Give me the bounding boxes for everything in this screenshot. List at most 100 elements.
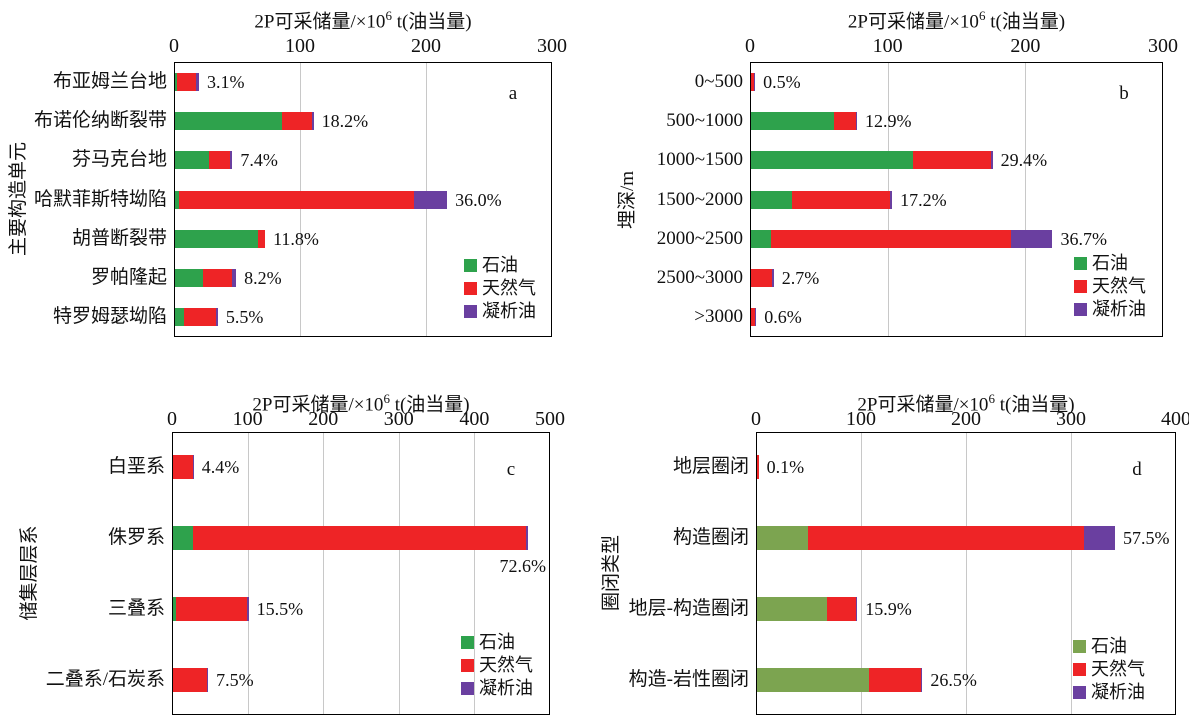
bar-row — [175, 151, 233, 170]
x-axis-title-exponent: 6 — [978, 8, 986, 23]
bar-segment-gas — [209, 151, 231, 170]
bar-segment-oil — [175, 72, 177, 91]
bar-segment-oil — [175, 229, 259, 248]
x-axis-title: 2P可采储量/×106 t(油当量) — [756, 387, 1176, 415]
percent-label: 5.5% — [225, 307, 264, 328]
bar-segment-oil — [175, 269, 203, 288]
bar-segment-oil — [175, 111, 283, 130]
category-label: >3000 — [694, 306, 743, 328]
x-axis-title-text: 2P可采储量/×10 — [847, 11, 979, 33]
percent-label: 2.7% — [781, 268, 820, 289]
percent-label: 0.1% — [766, 457, 805, 478]
bar-row — [175, 229, 266, 248]
legend-label-condensate: 凝析油 — [479, 678, 533, 698]
percent-label: 57.5% — [1123, 528, 1170, 549]
bar-segment-oil — [751, 151, 914, 170]
bar-segment-condensate — [855, 111, 857, 130]
plot-area-c — [172, 432, 550, 715]
legend-swatch-condensate — [464, 305, 477, 318]
category-label: 2500~3000 — [656, 267, 743, 289]
x-tick-label: 400 — [459, 408, 490, 430]
x-tick-label: 200 — [308, 408, 339, 430]
category-label: 二叠系/石炭系 — [45, 668, 165, 690]
legend-label-oil: 石油 — [479, 632, 515, 652]
bar-segment-condensate — [232, 269, 237, 288]
legend-label-gas: 天然气 — [1092, 276, 1146, 296]
bar-segment-oil — [751, 190, 793, 209]
legend-swatch-oil — [1074, 257, 1087, 270]
bar-row — [175, 308, 218, 327]
legend-swatch-condensate — [1074, 303, 1087, 316]
category-label: 构造圈闭 — [672, 527, 749, 549]
panel-letter: b — [1119, 83, 1129, 104]
legend-item-condensate: 凝析油 — [464, 302, 536, 320]
percent-label: 15.5% — [256, 598, 304, 619]
category-label: 特罗姆瑟坳陷 — [52, 306, 167, 328]
percent-label: 4.4% — [201, 457, 240, 478]
category-label: 布亚姆兰台地 — [52, 70, 167, 92]
gridline — [1025, 63, 1027, 336]
legend-item-oil: 石油 — [1074, 254, 1146, 272]
legend-label-gas: 天然气 — [479, 655, 533, 675]
x-tick-label: 200 — [951, 408, 981, 430]
category-label: 构造-岩性圈闭 — [628, 668, 749, 690]
bar-segment-gas — [770, 229, 1012, 248]
percent-label: 36.0% — [455, 189, 502, 210]
bar-row — [757, 667, 923, 692]
x-tick-label: 100 — [846, 408, 876, 430]
category-label: 地层-构造圈闭 — [628, 597, 749, 619]
bar-segment-gas — [751, 269, 773, 288]
x-axis-title-exponent: 6 — [383, 391, 390, 406]
x-axis-title-unit: t(油当量) — [994, 394, 1075, 416]
percent-label: 7.5% — [216, 669, 254, 690]
gridline — [1071, 433, 1072, 714]
bar-row — [751, 72, 756, 91]
legend-item-condensate: 凝析油 — [1074, 300, 1146, 318]
bar-segment-condensate — [755, 308, 757, 327]
bar-segment-condensate — [207, 667, 209, 692]
bar-segment-condensate — [890, 190, 893, 209]
x-tick-label: 300 — [383, 408, 414, 430]
x-axis-title-unit: t(油当量) — [391, 11, 472, 33]
percent-label: 15.9% — [865, 598, 912, 619]
bar-segment-oil — [175, 190, 179, 209]
x-axis-title: 2P可采储量/×106 t(油当量) — [174, 4, 552, 32]
x-tick-label: 500 — [535, 408, 565, 430]
bar-segment-gas — [827, 596, 856, 621]
category-label: 白垩系 — [107, 456, 165, 478]
legend-item-gas: 天然气 — [1073, 660, 1145, 678]
bar-segment-oil — [175, 151, 210, 170]
bar-segment-condensate — [772, 269, 774, 288]
bar-segment-condensate — [414, 190, 448, 209]
x-tick-label: 300 — [1056, 408, 1086, 430]
legend: 石油 天然气 凝析油 — [1073, 637, 1145, 709]
category-label: 2000~2500 — [656, 227, 743, 249]
bar-row — [175, 190, 448, 209]
x-tick-label: 0 — [169, 35, 179, 57]
x-tick-label: 300 — [537, 35, 567, 57]
legend-swatch-oil — [1073, 640, 1086, 653]
bar-segment-gas — [833, 111, 856, 130]
bar-segment-condensate — [526, 526, 528, 551]
y-axis-title: 储集层层系 — [19, 525, 40, 621]
x-tick-label: 400 — [1161, 408, 1189, 430]
bar-row — [175, 269, 237, 288]
bar-segment-gas — [751, 308, 756, 327]
x-tick-label: 0 — [751, 408, 761, 430]
category-label: 地层圈闭 — [672, 456, 749, 478]
bar-row — [175, 72, 199, 91]
percent-label: 0.5% — [763, 71, 801, 92]
bar-segment-gas — [173, 455, 193, 480]
bar-row — [173, 455, 194, 480]
legend-item-oil: 石油 — [461, 632, 533, 652]
x-tick-label: 100 — [232, 408, 263, 430]
bar-row — [751, 308, 757, 327]
gridline — [861, 433, 862, 714]
legend: 石油 天然气 凝析油 — [464, 256, 536, 328]
x-axis-title-text: 2P可采储量/×10 — [254, 11, 386, 33]
bar-segment-oil — [173, 596, 177, 621]
percent-label: 36.7% — [1060, 228, 1107, 249]
percent-label: 72.6% — [499, 556, 547, 577]
gridline — [323, 433, 325, 714]
category-label: 1000~1500 — [656, 149, 743, 171]
